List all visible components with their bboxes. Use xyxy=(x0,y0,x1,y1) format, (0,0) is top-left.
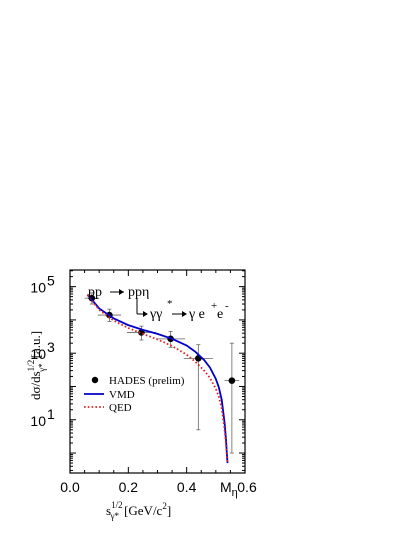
svg-text:pp: pp xyxy=(88,285,102,300)
x-tick-label: 0.0 xyxy=(60,479,80,495)
x-tick-label: 0.4 xyxy=(177,479,197,495)
series-vmd-curve xyxy=(86,293,229,464)
reaction-gamma-gamma: γγ xyxy=(149,307,162,322)
legend-hades-marker xyxy=(91,376,99,384)
legend-qed-label: QED xyxy=(109,402,132,414)
x-axis-label: s1/2 γ* [GeV/c2] xyxy=(106,500,171,521)
reaction-annotation: pp ppη γγ * γ e + e - xyxy=(88,285,229,322)
data-point xyxy=(228,377,236,384)
m-eta-label: Mη xyxy=(220,479,238,499)
reaction-eminus: - xyxy=(225,300,229,312)
legend-vmd-label: VMD xyxy=(109,389,135,401)
plot-frame xyxy=(69,269,246,474)
reaction-e: e xyxy=(217,307,223,322)
y-tick-exponent: 3 xyxy=(47,339,55,355)
reaction-eplus: + xyxy=(211,300,217,312)
y-axis-label: dσ/ds1/2γ*[a.u.] xyxy=(26,331,47,400)
reaction-star: * xyxy=(167,298,173,310)
y-tick-label: 10 xyxy=(30,346,46,362)
x-tick-label: 0.6 xyxy=(237,479,257,495)
legend-hades-label: HADES (prelim) xyxy=(109,375,185,387)
y-tick-exponent: 5 xyxy=(47,273,55,289)
reaction-pp-left: pp xyxy=(88,285,102,300)
series-qed-curve xyxy=(86,294,229,464)
y-tick-label: 10 xyxy=(30,280,46,296)
x-tick-label: 0.2 xyxy=(119,479,139,495)
y-tick-exponent: 1 xyxy=(47,406,55,422)
legend: HADES (prelim) VMD QED xyxy=(84,375,185,414)
y-tick-label: 10 xyxy=(30,413,46,429)
reaction-pp-eta: ppη xyxy=(128,285,149,300)
reaction-gamma-e: γ e xyxy=(188,307,205,322)
